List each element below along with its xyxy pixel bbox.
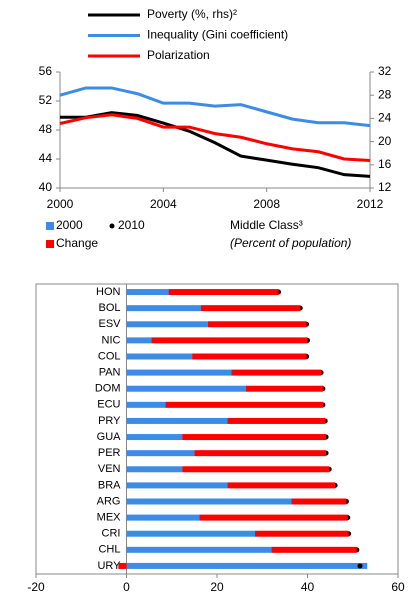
- y-tick-label: COL: [98, 350, 121, 362]
- bar-segment: [126, 466, 183, 473]
- bar-segment: [199, 514, 348, 521]
- bar-segment: [151, 337, 308, 344]
- bar-segment: [126, 450, 195, 457]
- x-tick-label: 2000: [47, 197, 74, 211]
- y-tick-label: BOL: [98, 302, 120, 314]
- y-tick-label: URY: [97, 560, 121, 572]
- bar-segment: [126, 417, 228, 424]
- legend-label: 2000: [56, 218, 83, 232]
- bar-segment: [126, 514, 200, 521]
- y-tick-label: ESV: [98, 318, 121, 330]
- y-tick-label: CHL: [98, 544, 120, 556]
- x-tick-label: 60: [391, 580, 405, 594]
- bar-segment: [126, 482, 228, 489]
- bar-segment: [207, 321, 307, 328]
- bar-segment: [165, 401, 323, 408]
- bar-segment: [126, 385, 246, 392]
- bar-segment: [227, 482, 336, 489]
- legend-label: Inequality (Gini coefficient): [147, 28, 288, 42]
- bar-segment: [126, 337, 152, 344]
- bar-segment: [126, 305, 201, 312]
- chart-title: Middle Class³: [230, 218, 303, 232]
- bar-segment: [126, 434, 183, 441]
- bar-segment: [126, 401, 166, 408]
- x-tick-label: 2008: [253, 197, 280, 211]
- y-tick-label: PRY: [98, 415, 121, 427]
- y-tick-label: 56: [39, 64, 53, 78]
- bar-segment: [118, 562, 127, 569]
- bar-segment: [168, 289, 279, 296]
- y2-tick-label: 20: [378, 134, 392, 148]
- bar-segment: [231, 369, 322, 376]
- legend-label: Poverty (%, rhs)²: [147, 7, 237, 21]
- bar-segment: [126, 546, 272, 553]
- bar-segment: [126, 530, 256, 537]
- y-tick-label: PAN: [99, 367, 121, 379]
- y-tick-label: GUA: [97, 431, 122, 443]
- bar-segment: [126, 289, 169, 296]
- line-series: [59, 113, 371, 162]
- marker: [357, 563, 363, 569]
- legend-swatch: [46, 222, 54, 230]
- y-tick-label: BRA: [98, 479, 121, 491]
- bar-segment: [200, 305, 301, 312]
- y-tick-label: DOM: [95, 383, 121, 395]
- y-tick-label: 48: [39, 122, 53, 136]
- y2-tick-label: 32: [378, 64, 392, 78]
- line-series: [60, 111, 371, 178]
- legend-label: Change: [56, 236, 98, 250]
- x-tick-label: 20: [210, 580, 224, 594]
- bar-segment: [227, 417, 326, 424]
- y2-tick-label: 28: [378, 87, 392, 101]
- y-tick-label: PER: [98, 447, 121, 459]
- bar-segment: [194, 450, 327, 457]
- x-tick-label: 2012: [357, 197, 384, 211]
- bar-segment: [126, 498, 292, 505]
- y-tick-label: CRI: [102, 528, 121, 540]
- y-tick-label: MEX: [97, 512, 122, 524]
- y-tick-label: 40: [39, 180, 53, 194]
- legend-swatch: [46, 240, 54, 248]
- y-tick-label: ECU: [97, 399, 120, 411]
- y2-tick-label: 24: [378, 111, 392, 125]
- bar-segment: [182, 466, 330, 473]
- bar-segment: [182, 434, 327, 441]
- bar-segment: [126, 321, 208, 328]
- line-series: [59, 86, 371, 128]
- y2-tick-label: 16: [378, 157, 392, 171]
- legend-label: Polarization: [147, 48, 210, 62]
- legend-marker: [109, 223, 115, 229]
- bar-segment: [192, 353, 307, 360]
- bar-segment: [126, 353, 193, 360]
- y2-tick-label: 12: [378, 180, 392, 194]
- bar-segment: [255, 530, 349, 537]
- x-tick-label: 40: [301, 580, 315, 594]
- x-tick-label: 2004: [150, 197, 177, 211]
- y-tick-label: NIC: [102, 334, 121, 346]
- bar-segment: [271, 546, 357, 553]
- bar-segment: [126, 562, 368, 569]
- x-tick-label: 0: [123, 580, 130, 594]
- x-tick-label: -20: [27, 580, 45, 594]
- y-tick-label: VEN: [98, 463, 121, 475]
- y-tick-label: 44: [39, 151, 53, 165]
- plot-frame: [35, 283, 399, 575]
- chart-subtitle: (Percent of population): [230, 236, 351, 250]
- bar-segment: [291, 498, 347, 505]
- y-tick-label: 52: [39, 93, 53, 107]
- bar-segment: [245, 385, 323, 392]
- legend-label: 2010: [118, 218, 145, 232]
- bar-segment: [126, 369, 232, 376]
- y-tick-label: HON: [96, 286, 121, 298]
- y-tick-label: ARG: [97, 495, 121, 507]
